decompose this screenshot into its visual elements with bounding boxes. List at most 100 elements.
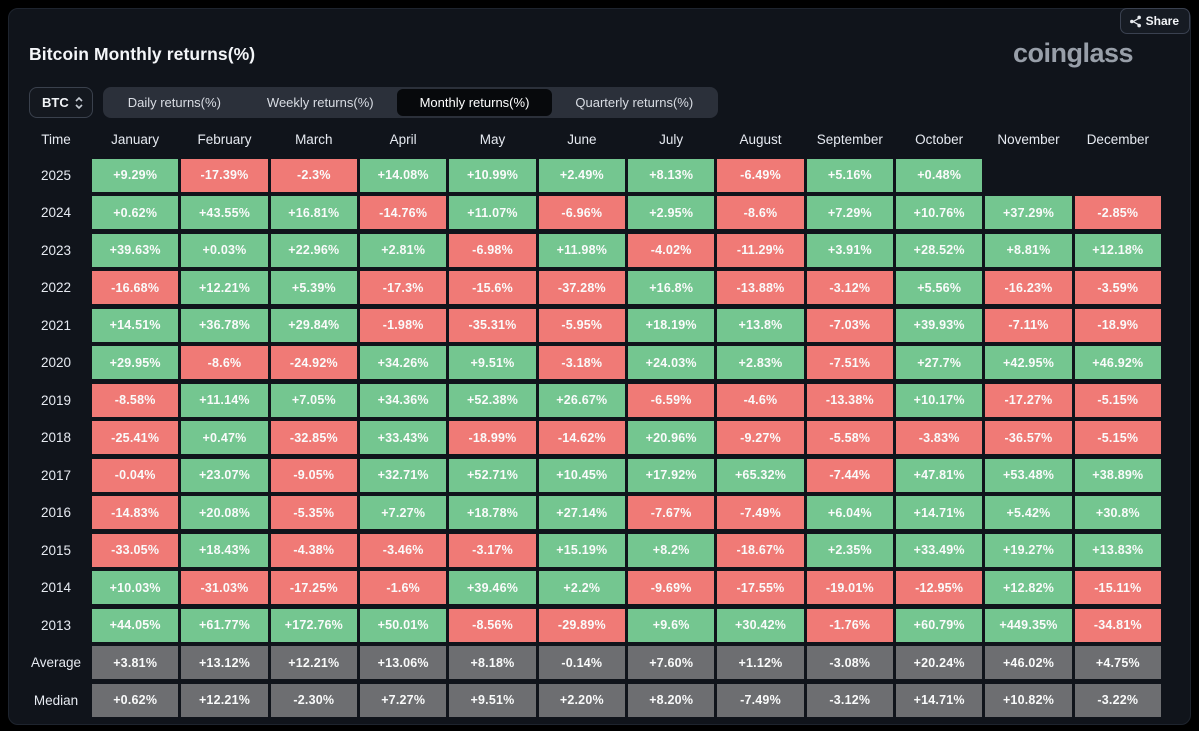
- return-cell: +20.96%: [628, 421, 715, 454]
- return-cell: -14.76%: [360, 196, 447, 229]
- return-cell: +20.08%: [181, 496, 268, 529]
- return-cell: -14.83%: [92, 496, 179, 529]
- return-cell: +0.47%: [181, 421, 268, 454]
- return-cell: +60.79%: [896, 608, 983, 642]
- return-cell: +28.52%: [896, 233, 983, 267]
- return-cell: +33.49%: [896, 533, 983, 567]
- return-cell: -17.55%: [717, 571, 804, 604]
- return-cell: +5.56%: [896, 271, 983, 304]
- return-cell: -3.83%: [896, 421, 983, 454]
- return-cell: -17.25%: [270, 571, 357, 604]
- return-cell: +12.18%: [1074, 233, 1161, 267]
- return-cell: -29.89%: [538, 608, 625, 642]
- return-cell: +0.62%: [92, 683, 179, 717]
- return-cell: -3.18%: [538, 346, 625, 379]
- page-title: Bitcoin Monthly returns(%): [29, 44, 256, 64]
- tab-daily-returns[interactable]: Daily returns(%): [105, 89, 244, 116]
- tab-weekly-returns[interactable]: Weekly returns(%): [244, 89, 397, 116]
- return-cell: +2.35%: [806, 533, 893, 567]
- return-cell: +8.81%: [985, 233, 1072, 267]
- column-header-time: Time: [41, 131, 71, 147]
- symbol-select[interactable]: BTC: [29, 87, 93, 118]
- return-cell: +3.91%: [806, 233, 893, 267]
- return-cell: +30.8%: [1074, 496, 1161, 529]
- return-cell: +1.12%: [717, 646, 804, 679]
- monthly-returns-table: Time January February March April May June July…: [23, 121, 1161, 717]
- return-cell: -13.88%: [717, 271, 804, 304]
- return-cell: +39.63%: [92, 233, 179, 267]
- row-label-2021: 2021: [40, 317, 72, 333]
- select-arrows-icon: [75, 96, 83, 109]
- return-cell: +12.21%: [181, 683, 268, 717]
- return-cell: +10.03%: [92, 571, 179, 604]
- return-cell: +8.13%: [628, 158, 715, 192]
- return-cell: +172.76%: [270, 608, 357, 642]
- return-cell: -3.12%: [806, 271, 893, 304]
- return-cell: +27.7%: [896, 346, 983, 379]
- row-label-2018: 2018: [40, 430, 72, 445]
- return-cell: +5.16%: [806, 158, 893, 192]
- return-cell: +46.02%: [985, 646, 1072, 679]
- return-cell: -2.30%: [270, 683, 357, 717]
- return-cell: +13.8%: [717, 308, 804, 342]
- return-cell: -17.39%: [181, 158, 268, 192]
- return-cell: +2.81%: [360, 233, 447, 267]
- return-cell: +7.60%: [628, 646, 715, 679]
- column-header-july: July: [659, 131, 684, 147]
- return-cell: +7.29%: [806, 196, 893, 229]
- bitcoin-returns-panel: Share Bitcoin Monthly returns(%) coingla…: [8, 8, 1191, 725]
- return-cell: -17.3%: [360, 271, 447, 304]
- column-header-december: December: [1086, 131, 1149, 147]
- return-cell: +20.24%: [896, 646, 983, 679]
- return-cell: +36.78%: [181, 308, 268, 342]
- return-cell: -25.41%: [92, 421, 179, 454]
- return-cell: +6.04%: [806, 496, 893, 529]
- row-label-2022: 2022: [40, 280, 72, 295]
- return-cell: -4.38%: [270, 533, 357, 567]
- return-cell: -11.29%: [717, 233, 804, 267]
- return-cell: +0.48%: [896, 158, 983, 192]
- return-cell: +52.71%: [449, 458, 536, 492]
- return-cell: +29.84%: [270, 308, 357, 342]
- return-cell: +61.77%: [181, 608, 268, 642]
- return-cell: -36.57%: [985, 421, 1072, 454]
- return-cell: +37.29%: [985, 196, 1072, 229]
- return-cell: +7.27%: [360, 683, 447, 717]
- return-cell: +26.67%: [538, 383, 625, 417]
- return-cell: -9.05%: [270, 458, 357, 492]
- return-cell: -3.59%: [1074, 271, 1161, 304]
- return-cell: +7.27%: [360, 496, 447, 529]
- tab-monthly-returns[interactable]: Monthly returns(%): [396, 89, 553, 116]
- return-cell: -2.3%: [270, 158, 357, 192]
- row-label-2023: 2023: [40, 242, 72, 258]
- return-cell: -8.56%: [449, 608, 536, 642]
- symbol-label: BTC: [42, 95, 69, 110]
- row-label-2013: 2013: [40, 617, 72, 633]
- return-cell: +10.82%: [985, 683, 1072, 717]
- return-cell: +46.92%: [1074, 346, 1161, 379]
- return-cell: +8.2%: [628, 533, 715, 567]
- return-cell: -8.6%: [717, 196, 804, 229]
- return-cell: +8.18%: [449, 646, 536, 679]
- return-cell: -5.35%: [270, 496, 357, 529]
- return-cell: -0.04%: [92, 458, 179, 492]
- return-cell: +9.29%: [92, 158, 179, 192]
- share-button[interactable]: Share: [1119, 8, 1190, 34]
- return-cell: +4.75%: [1074, 646, 1161, 679]
- return-cell: -18.99%: [449, 421, 536, 454]
- return-cell: +14.71%: [896, 496, 983, 529]
- return-cell: +23.07%: [181, 458, 268, 492]
- return-cell: +43.55%: [181, 196, 268, 229]
- return-cell: -1.98%: [360, 308, 447, 342]
- return-cell: -13.38%: [806, 383, 893, 417]
- row-label-2017: 2017: [40, 467, 72, 483]
- return-cell: +34.36%: [360, 383, 447, 417]
- return-cell: -6.59%: [628, 383, 715, 417]
- return-cell: -5.15%: [1074, 421, 1161, 454]
- column-header-february: February: [197, 131, 252, 147]
- tab-quarterly-returns[interactable]: Quarterly returns(%): [552, 89, 716, 116]
- return-cell: +13.12%: [181, 646, 268, 679]
- return-cell: +16.81%: [270, 196, 357, 229]
- returns-period-tabs: Daily returns(%) Weekly returns(%) Monthly…: [102, 87, 719, 118]
- return-cell: -2.85%: [1074, 196, 1161, 229]
